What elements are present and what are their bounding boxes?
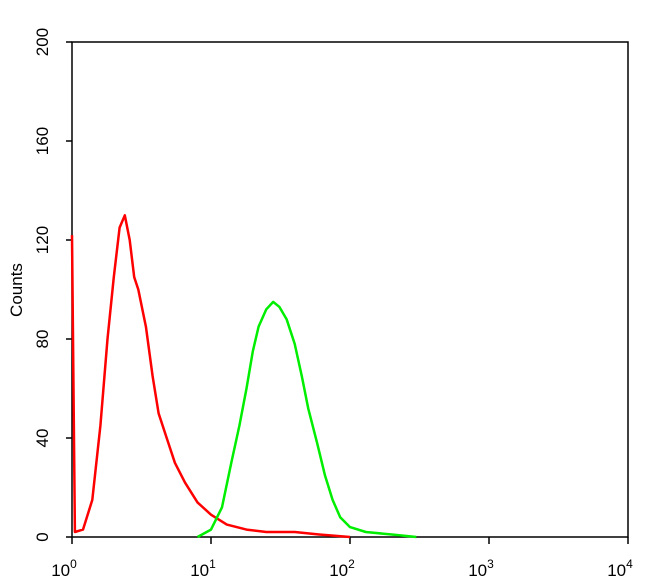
x-tick-label: 103 <box>468 557 494 580</box>
x-tick-exponent: 4 <box>626 557 633 571</box>
x-tick-base: 10 <box>190 561 209 580</box>
x-tick-label: 100 <box>51 557 77 580</box>
histogram-line <box>70 214 351 539</box>
x-tick-label: 102 <box>329 557 355 580</box>
x-tick-label: 101 <box>190 557 216 580</box>
x-tick-exponent: 3 <box>487 557 494 571</box>
y-tick-label: 40 <box>33 429 52 448</box>
x-tick-base: 10 <box>607 561 626 580</box>
histogram-line <box>196 300 417 539</box>
x-tick-exponent: 1 <box>209 557 216 571</box>
x-tick-label: 104 <box>607 557 633 580</box>
y-tick-label: 200 <box>33 28 52 56</box>
y-tick-label: 0 <box>33 532 52 541</box>
x-tick-base: 10 <box>329 561 348 580</box>
y-axis-label: Counts <box>7 263 26 317</box>
x-tick-base: 10 <box>51 561 70 580</box>
x-tick-exponent: 2 <box>348 557 355 571</box>
x-tick-exponent: 0 <box>70 557 77 571</box>
plot-frame <box>71 41 629 538</box>
x-tick-base: 10 <box>468 561 487 580</box>
y-tick-label: 80 <box>33 330 52 349</box>
y-tick-label: 120 <box>33 226 52 254</box>
y-tick-label: 160 <box>33 127 52 155</box>
